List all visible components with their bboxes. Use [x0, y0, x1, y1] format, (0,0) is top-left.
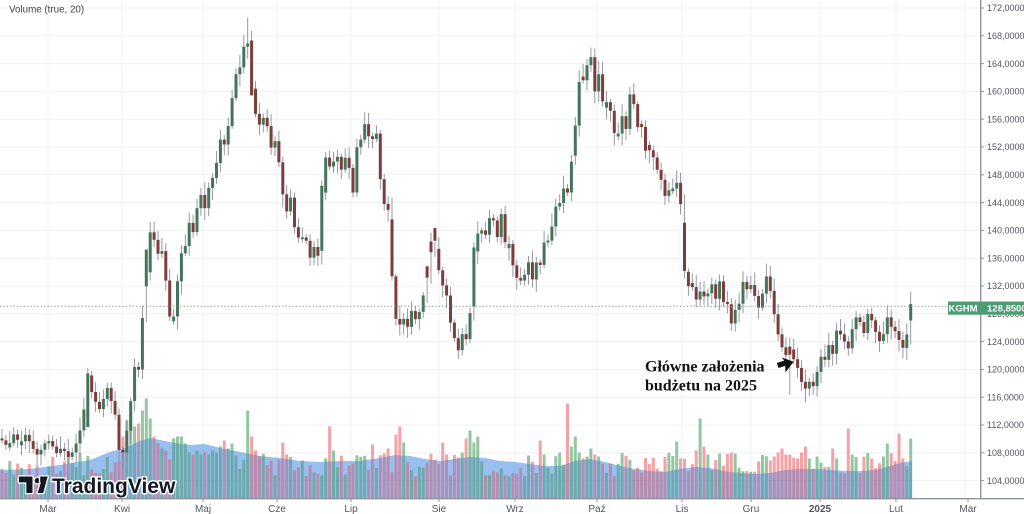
svg-text:152,0000: 152,0000 — [987, 142, 1024, 152]
svg-text:108,0000: 108,0000 — [987, 448, 1024, 458]
svg-text:Volume (true, 20): Volume (true, 20) — [9, 5, 84, 16]
svg-text:164,0000: 164,0000 — [987, 59, 1024, 69]
svg-text:Kwi: Kwi — [114, 504, 130, 514]
svg-text:Lut: Lut — [889, 504, 903, 514]
svg-text:Paź: Paź — [588, 504, 605, 514]
svg-text:160,0000: 160,0000 — [987, 87, 1024, 97]
svg-text:104,0000: 104,0000 — [987, 476, 1024, 486]
svg-text:156,0000: 156,0000 — [987, 114, 1024, 124]
svg-text:140,0000: 140,0000 — [987, 226, 1024, 236]
svg-text:Wrz: Wrz — [506, 504, 524, 514]
svg-text:136,0000: 136,0000 — [987, 253, 1024, 263]
svg-text:168,0000: 168,0000 — [987, 31, 1024, 41]
svg-text:Mar: Mar — [959, 504, 977, 514]
svg-text:Mar: Mar — [39, 504, 57, 514]
svg-text:148,0000: 148,0000 — [987, 170, 1024, 180]
svg-text:Sie: Sie — [432, 504, 447, 514]
svg-text:124,0000: 124,0000 — [987, 337, 1024, 347]
svg-text:2025: 2025 — [809, 504, 832, 514]
svg-text:TradingView: TradingView — [52, 475, 176, 498]
svg-text:112,0000: 112,0000 — [987, 420, 1024, 430]
svg-text:Maj: Maj — [195, 504, 211, 514]
svg-text:Główne założenia: Główne założenia — [645, 359, 765, 376]
svg-text:Lis: Lis — [676, 504, 689, 514]
svg-text:120,0000: 120,0000 — [987, 365, 1024, 375]
svg-text:132,0000: 132,0000 — [987, 281, 1024, 291]
svg-text:172,0000: 172,0000 — [987, 3, 1024, 13]
svg-text:budżetu na 2025: budżetu na 2025 — [645, 378, 757, 395]
svg-text:116,0000: 116,0000 — [987, 392, 1024, 402]
svg-text:128,8500: 128,8500 — [987, 304, 1024, 315]
svg-text:KGHM: KGHM — [948, 304, 977, 315]
svg-text:144,0000: 144,0000 — [987, 198, 1024, 208]
svg-text:Gru: Gru — [743, 504, 760, 514]
svg-text:Lip: Lip — [344, 504, 358, 514]
svg-text:Cze: Cze — [268, 504, 286, 514]
